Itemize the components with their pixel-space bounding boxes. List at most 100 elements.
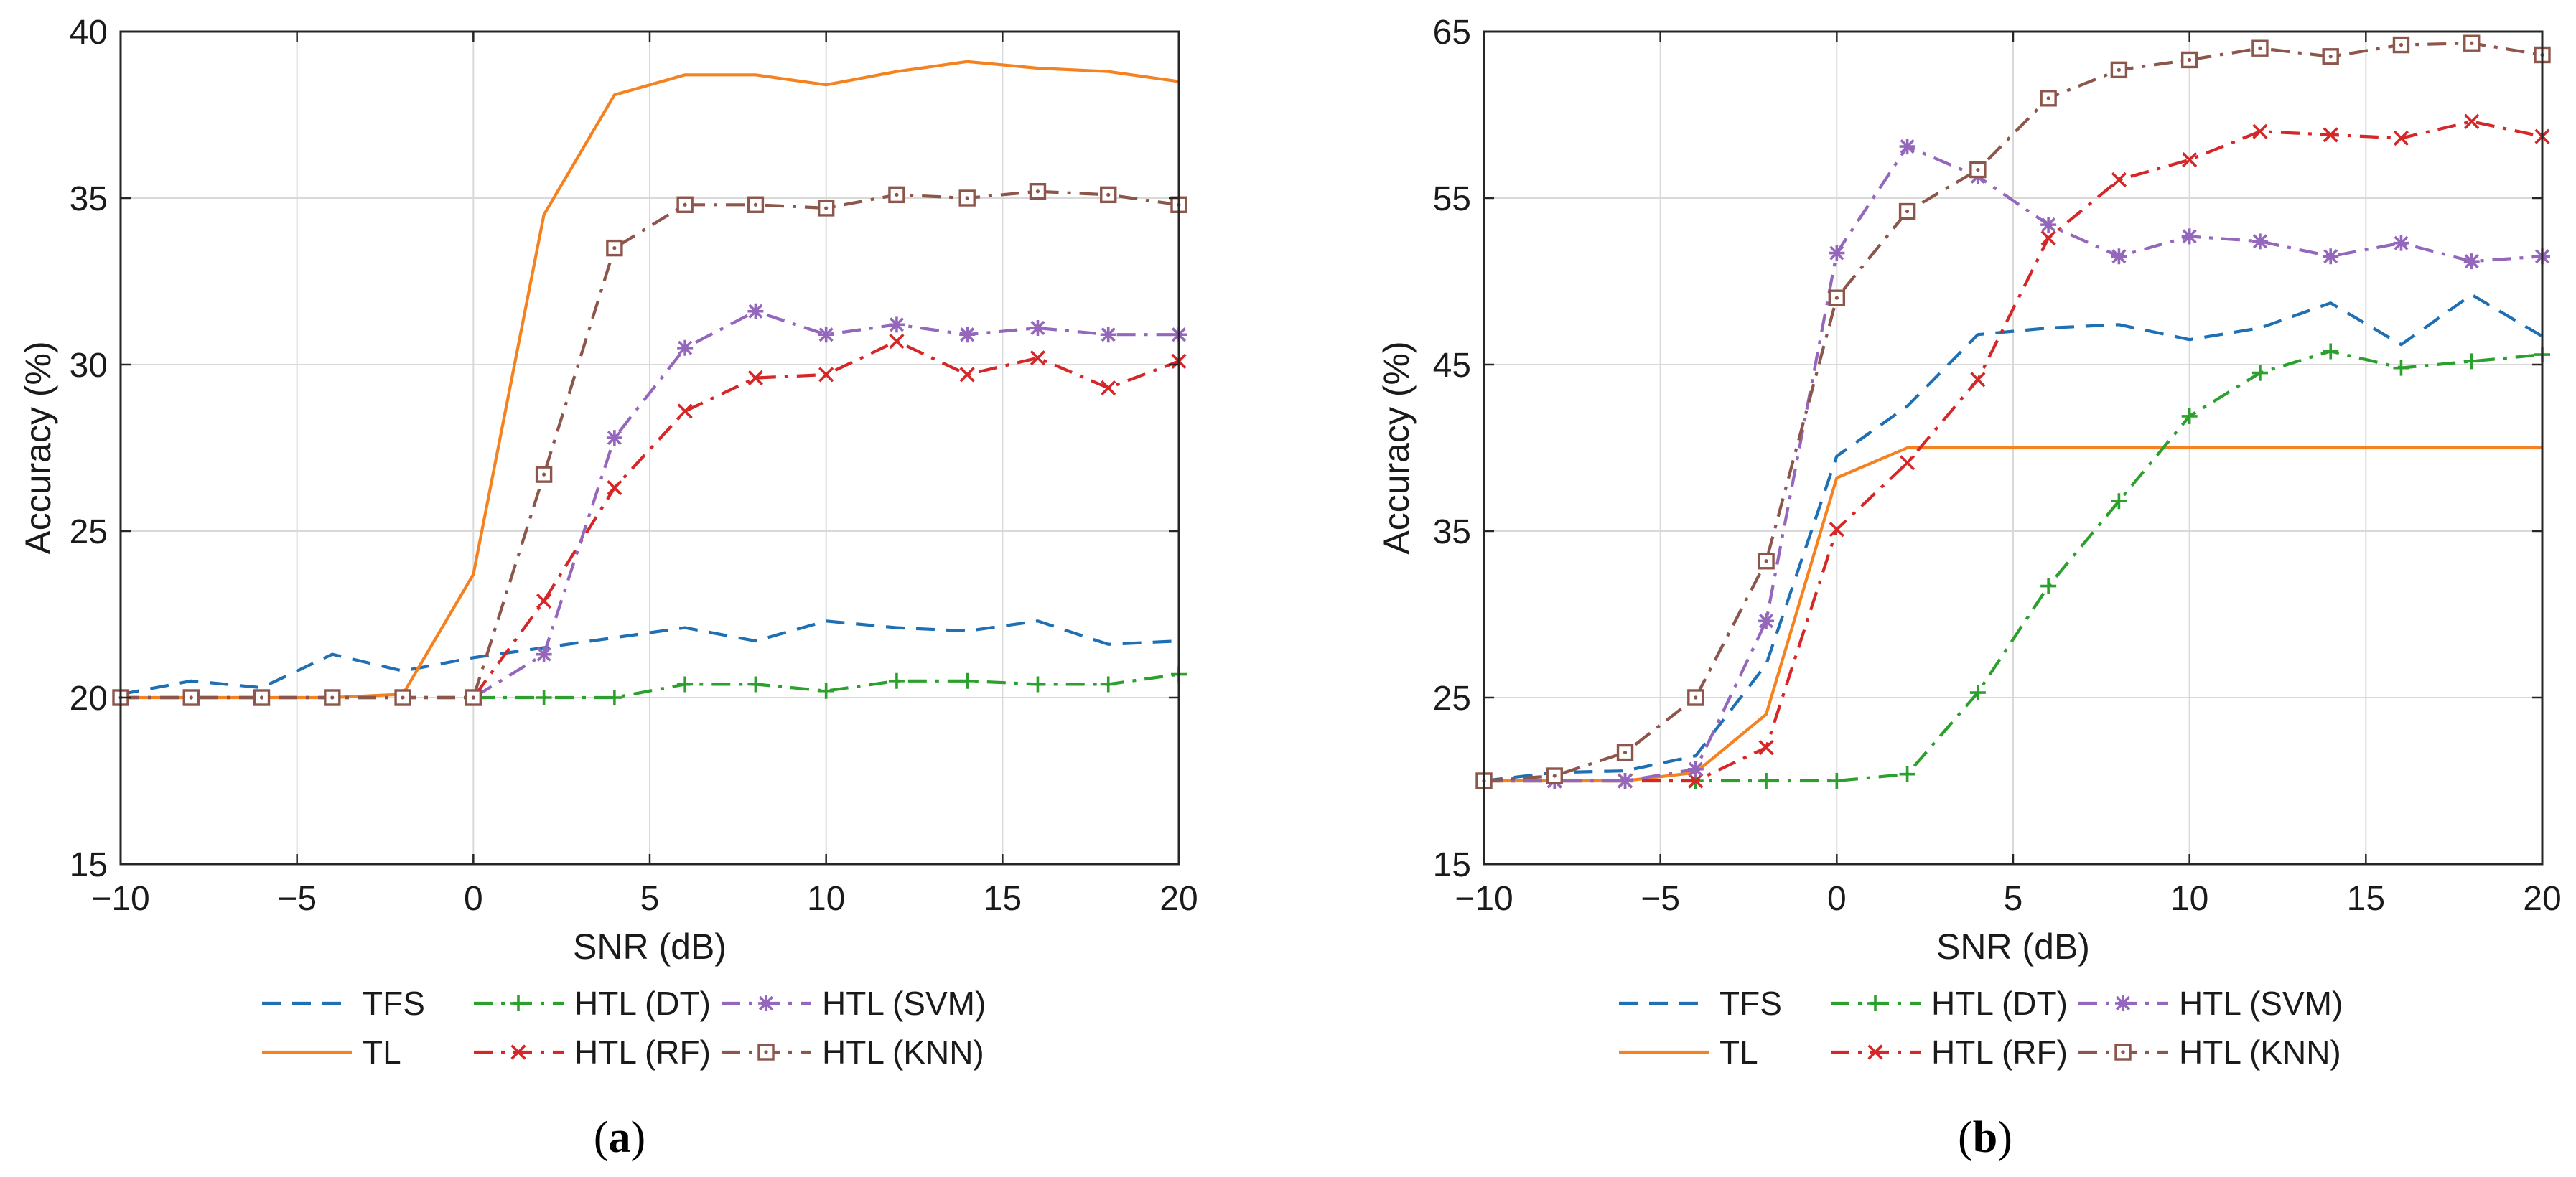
x-tick-label: 15 [2347,880,2385,918]
legend-label: HTL (RF) [1931,1033,2068,1071]
series-group [112,60,1187,706]
series-htl-knn-point-dot [1976,167,1980,172]
panel-b: −10 −5 0 5 10 15 20 15 25 35 45 55 65 SNR (dB) Accur… [1376,14,2562,1162]
y-tick-label: 20 [70,680,108,718]
series-htl-rf-point [2040,230,2056,246]
series-tfs [120,619,1180,696]
legend-marker [1867,1044,1883,1060]
series-tfs [1483,293,2544,783]
legend-label: HTL (DT) [1931,985,2068,1022]
legend-item-htl-dt: HTL (DT) [474,985,711,1022]
legend: TFS TL HTL (DT) HTL (RF) HTL (SVM) HTL (KNN) [1619,985,2343,1071]
series-htl-dt-point [1899,766,1915,782]
legend-label: HTL (DT) [574,985,711,1022]
series-htl-rf-point [1688,773,1704,789]
legend-label: HTL (SVM) [822,985,986,1022]
series-htl-svm-line [1484,145,2543,783]
series-htl-dt-point [1758,773,1775,789]
series-htl-knn-point-dot [330,695,335,700]
series-htl-svm-point [2463,253,2480,270]
series-htl-knn-point-dot [2470,41,2474,45]
x-tick-label: −5 [1641,880,1680,918]
legend-item-tfs: TFS [1619,985,1782,1022]
series-htl-dt-point [2393,360,2409,376]
series-group [1475,34,2551,789]
series-htl-knn-point-dot [1905,209,1910,214]
series-htl-knn-point-dot [753,202,757,207]
legend-marker [510,995,526,1011]
series-htl-dt-point [747,676,764,693]
series-htl-knn-point-dot [612,246,617,250]
y-tick-label: 40 [70,14,108,52]
series-htl-rf-point [1899,455,1915,471]
series-htl-knn-point-dot [1834,296,1839,300]
series-htl-rf-point [2111,172,2127,188]
series-htl-dt-point [1100,676,1116,693]
series-htl-rf-point [1101,380,1116,396]
legend-label: TL [1719,1033,1758,1071]
legend-item-tl: TL [1619,1033,1758,1071]
series-htl-knn-point-dot [2046,96,2050,100]
y-tick-label: 45 [1433,347,1471,385]
legend-item-htl-dt: HTL (DT) [1831,985,2068,1022]
series-htl-rf-point [889,333,905,350]
series-htl-svm-point [747,303,764,319]
y-tick-label: 15 [70,846,108,884]
series-htl-rf-point [818,367,834,383]
series-htl-knn-point-dot [1552,774,1557,778]
series-htl-knn-point-dot [471,695,475,700]
series-htl-svm-point [1617,773,1633,789]
y-axis-label: Accuracy (%) [1376,341,1417,554]
panel-label: b [1973,1113,1997,1162]
series-htl-knn-point-dot [1764,559,1768,563]
series-htl-dt-point [2040,578,2057,594]
legend: TFS TL HTL (DT) HTL (RF) HTL (SVM) HTL (KNN) [262,985,986,1071]
series-htl-svm-point [959,327,976,343]
panel-a: −10 −5 0 5 10 15 20 15 20 25 30 35 40 SNR (dB) Accur… [18,14,1198,1162]
series-htl-knn-point-dot [1623,750,1628,755]
series-tfs-line [120,619,1180,696]
series-htl-rf-point [1030,350,1046,366]
legend-label: TL [363,1033,401,1071]
series-htl-knn [1475,34,2551,789]
series-htl-knn [112,183,1187,706]
series-htl-dt-point [2463,353,2480,370]
series-htl-dt-point [677,676,694,693]
series-htl-knn-point-dot [2399,42,2404,47]
series-htl-dt-point [2251,365,2268,381]
x-tick-label: −5 [277,880,317,918]
series-htl-svm-point [2181,228,2198,245]
series-htl-rf-point [2252,123,2268,139]
y-axis-label: Accuracy (%) [18,341,58,554]
legend-label: HTL (SVM) [2179,985,2343,1022]
series-htl-dt-point [1969,685,1986,701]
series-htl-dt-point [606,690,622,705]
series-tfs-line [1483,293,2544,783]
series-htl-dt-point [2323,343,2339,360]
series-htl-knn-point-dot [401,695,405,700]
series-htl-svm-point [1100,327,1116,343]
x-tick-label: 15 [984,880,1022,918]
series-htl-rf-point [607,480,622,496]
x-axis-label: SNR (dB) [1936,927,2090,967]
series-htl-rf-point [677,403,693,419]
legend-marker [758,995,774,1011]
legend-label: HTL (KNN) [2179,1033,2341,1071]
panel-caption: (a) [594,1113,645,1162]
series-htl-knn-point-dot [2258,46,2262,50]
y-tick-label: 25 [70,513,108,551]
series-htl-svm-point [677,339,694,356]
panel-caption: (b) [1958,1113,2012,1162]
x-tick-label: 0 [464,880,483,918]
series-htl-rf-point [536,593,552,609]
series-htl-knn-point-dot [259,695,264,700]
x-tick-label: 20 [1159,880,1198,918]
legend-marker [1867,995,1883,1011]
panel-label: a [609,1113,631,1162]
series-htl-svm-point [536,646,552,662]
y-tick-label: 55 [1433,180,1471,218]
series-htl-dt-point [2181,408,2198,424]
tick-labels: −10 −5 0 5 10 15 20 15 25 35 45 55 65 [1433,14,2562,918]
series-htl-knn-point-dot [2117,67,2121,72]
